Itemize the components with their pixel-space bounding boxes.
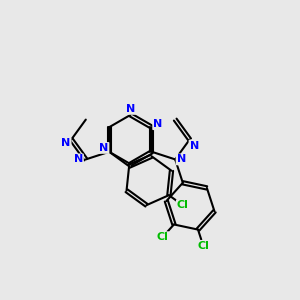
Text: N: N [177, 154, 186, 164]
Text: N: N [126, 104, 135, 114]
Text: N: N [74, 154, 83, 164]
Text: Cl: Cl [197, 241, 209, 251]
Text: N: N [99, 143, 109, 153]
Text: Cl: Cl [157, 232, 168, 242]
Text: N: N [61, 138, 70, 148]
Text: N: N [153, 119, 162, 129]
Text: Cl: Cl [177, 200, 189, 210]
Text: N: N [190, 140, 199, 151]
